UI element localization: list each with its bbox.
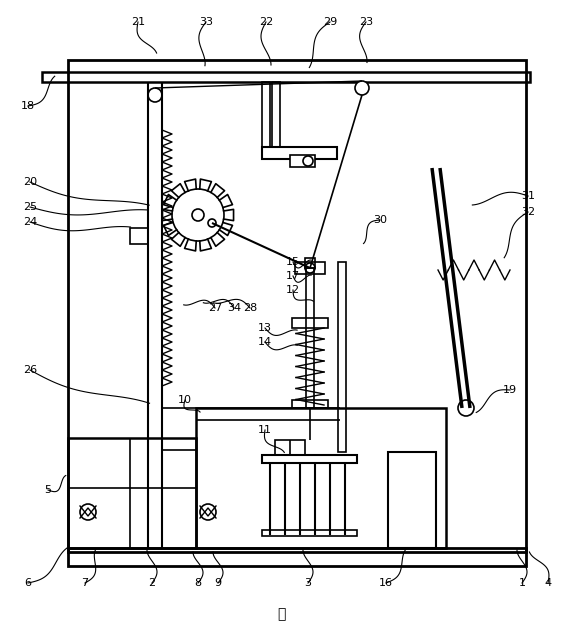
- Text: 图: 图: [277, 607, 285, 621]
- Circle shape: [355, 81, 369, 95]
- Text: 29: 29: [323, 17, 337, 27]
- Bar: [130, 228, 148, 244]
- Bar: [290, 155, 315, 167]
- Text: 31: 31: [521, 191, 535, 201]
- Text: 33: 33: [199, 17, 213, 27]
- Text: 11: 11: [258, 425, 272, 435]
- Bar: [262, 530, 357, 536]
- Circle shape: [192, 209, 204, 221]
- Bar: [262, 455, 357, 463]
- Bar: [42, 72, 530, 82]
- Bar: [262, 147, 337, 159]
- Text: 32: 32: [521, 207, 535, 217]
- Text: 15: 15: [286, 257, 300, 267]
- Text: 21: 21: [131, 17, 145, 27]
- Text: 5: 5: [44, 485, 51, 495]
- Text: 24: 24: [23, 217, 37, 227]
- Text: 26: 26: [23, 365, 37, 375]
- Bar: [68, 548, 526, 566]
- Text: 17: 17: [286, 271, 300, 281]
- Text: 4: 4: [544, 578, 552, 588]
- Text: 12: 12: [286, 285, 300, 295]
- Bar: [68, 438, 196, 548]
- Text: 16: 16: [379, 578, 393, 588]
- Circle shape: [208, 219, 216, 227]
- Text: 25: 25: [23, 202, 37, 212]
- Text: 28: 28: [243, 303, 257, 313]
- Text: 13: 13: [258, 323, 272, 333]
- Circle shape: [80, 504, 96, 520]
- Bar: [292, 400, 328, 408]
- Circle shape: [148, 88, 162, 102]
- Bar: [196, 408, 446, 548]
- Bar: [295, 262, 325, 274]
- Bar: [275, 440, 305, 455]
- Circle shape: [305, 263, 315, 273]
- Circle shape: [458, 400, 474, 416]
- Bar: [272, 82, 280, 147]
- Text: 30: 30: [373, 215, 387, 225]
- Text: 23: 23: [359, 17, 373, 27]
- Text: 14: 14: [258, 337, 272, 347]
- Bar: [306, 268, 314, 408]
- Text: 2: 2: [149, 578, 155, 588]
- Circle shape: [200, 504, 216, 520]
- Bar: [68, 60, 526, 552]
- Bar: [388, 452, 436, 548]
- Circle shape: [303, 156, 313, 166]
- Text: 6: 6: [25, 578, 32, 588]
- Text: 7: 7: [82, 578, 88, 588]
- Text: 10: 10: [178, 395, 192, 405]
- Bar: [292, 318, 328, 328]
- Text: 20: 20: [23, 177, 37, 187]
- Text: 27: 27: [208, 303, 222, 313]
- Bar: [305, 258, 315, 268]
- Text: 18: 18: [21, 101, 35, 111]
- Circle shape: [172, 189, 224, 241]
- Text: 1: 1: [519, 578, 525, 588]
- Text: 3: 3: [305, 578, 311, 588]
- Text: 34: 34: [227, 303, 241, 313]
- Text: 19: 19: [503, 385, 517, 395]
- Text: 8: 8: [194, 578, 202, 588]
- Text: 22: 22: [259, 17, 273, 27]
- Text: 9: 9: [215, 578, 222, 588]
- Bar: [262, 82, 270, 147]
- Bar: [338, 262, 346, 452]
